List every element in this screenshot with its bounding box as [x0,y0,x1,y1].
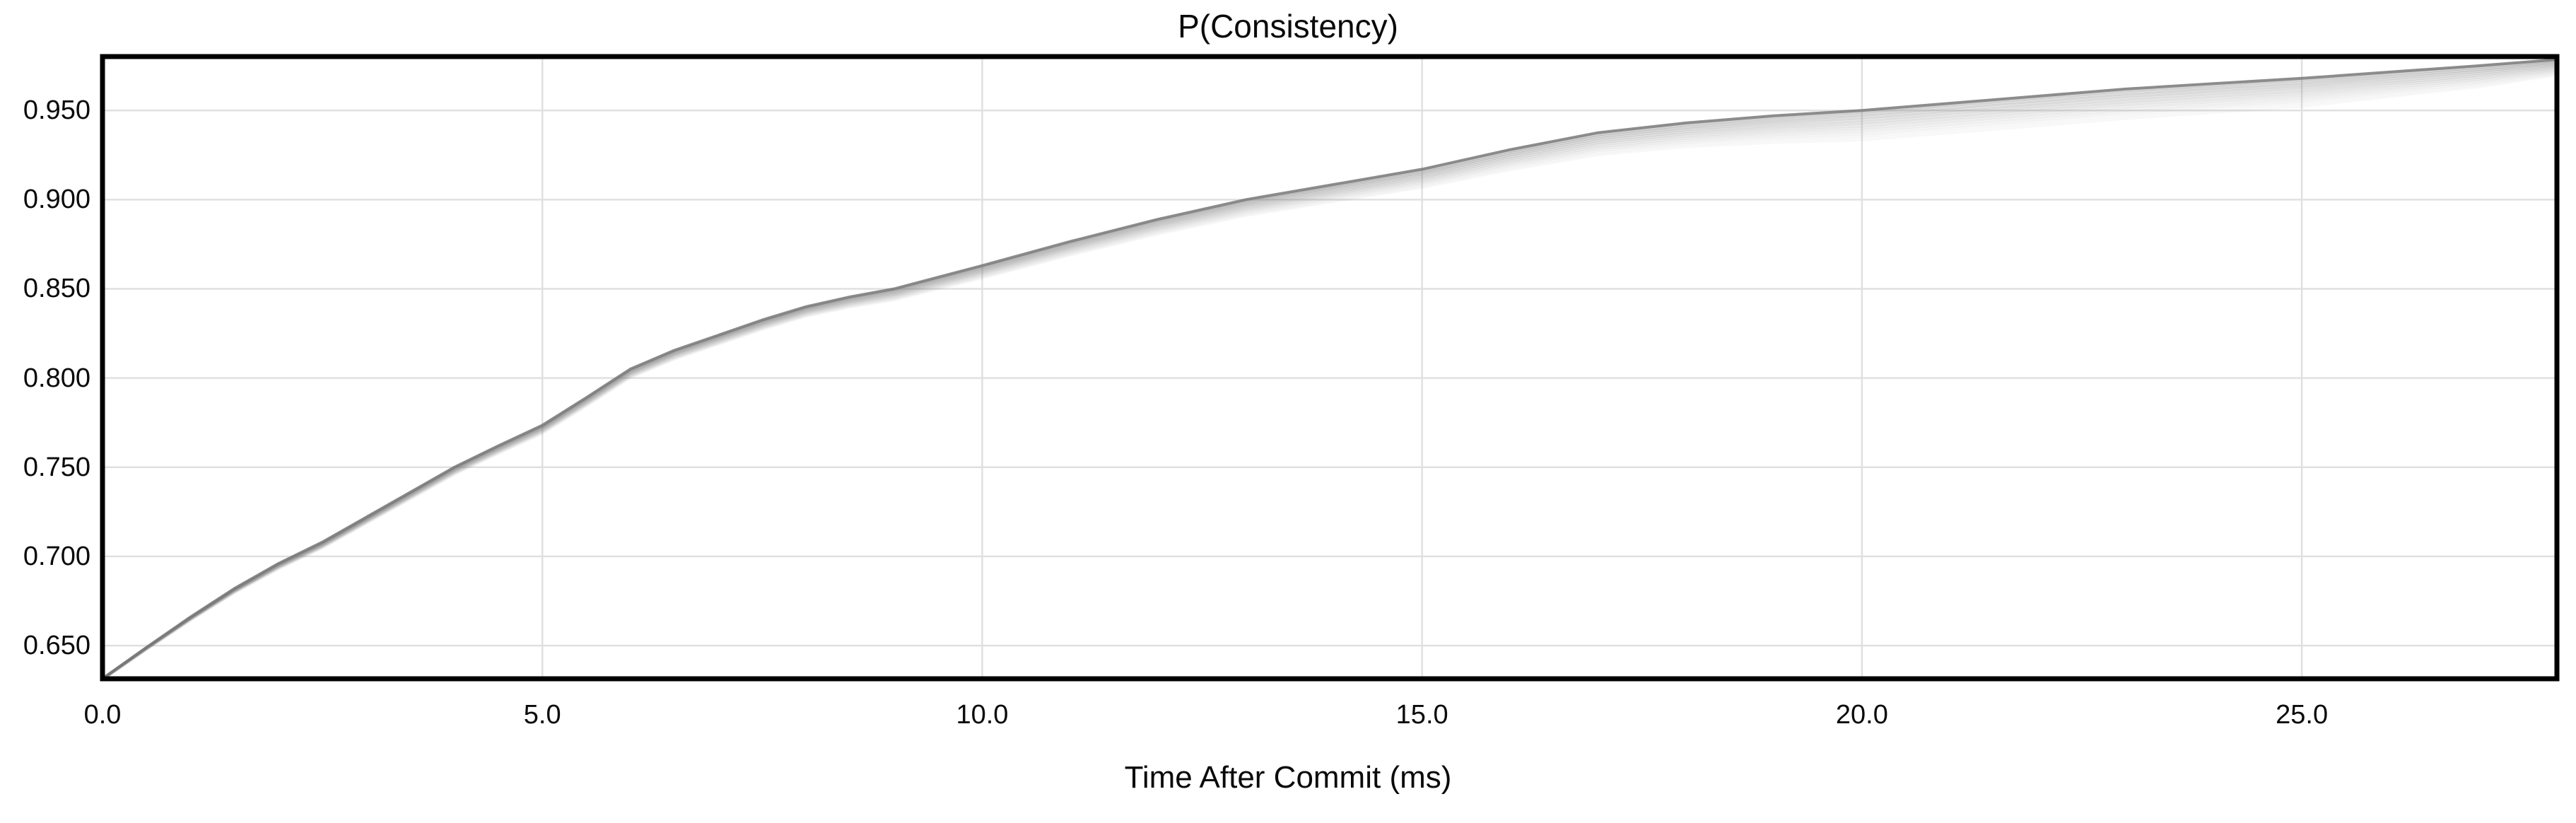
consistency-curve-band [103,58,2557,679]
x-tick-label: 10.0 [956,700,1009,730]
gridlines [103,57,2557,679]
y-tick-label: 0.800 [23,363,90,393]
y-tick-label: 0.750 [23,452,90,482]
x-tick-label: 15.0 [1395,700,1448,730]
x-tick-label: 0.0 [83,700,122,730]
y-tick-label: 0.700 [23,541,90,571]
consistency-curve-strand [103,61,2557,679]
consistency-curve-strand [103,69,2557,679]
plot-border [100,54,2560,682]
consistency-curve-strand [103,59,2557,679]
chart-title: P(Consistency) [1178,8,1398,45]
consistency-curve-strand [103,68,2557,679]
consistency-curve-strand [103,65,2557,679]
y-tick-label: 0.950 [23,95,90,126]
consistency-curve-strand [103,72,2557,679]
consistency-curve-strand [103,74,2557,679]
x-tick-label: 20.0 [1835,700,1888,730]
consistency-curve-strand [103,64,2557,679]
consistency-curve-strand [103,62,2557,679]
x-tick-label: 25.0 [2276,700,2329,730]
y-tick-label: 0.900 [23,185,90,215]
x-tick-label: 5.0 [523,700,561,730]
consistency-curve-strand [103,71,2557,679]
y-tick-label: 0.850 [23,274,90,304]
consistency-curve-strand [103,66,2557,679]
y-tick-label: 0.650 [23,631,90,661]
x-axis-label: Time After Commit (ms) [1124,760,1452,795]
consistency-curve-strand [103,58,2557,679]
